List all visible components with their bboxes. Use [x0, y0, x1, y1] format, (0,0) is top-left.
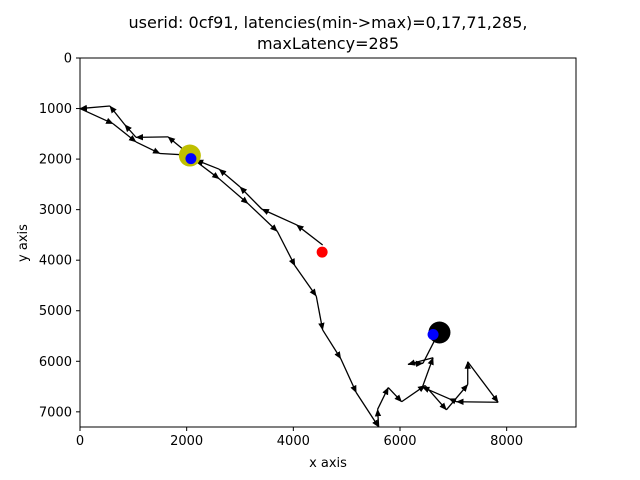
x-tick-label: 0 — [76, 434, 84, 449]
trajectory-segment — [79, 104, 110, 112]
trajectory-segment — [421, 386, 450, 400]
start-marker-small — [185, 153, 197, 165]
trajectory-segment — [135, 134, 169, 141]
trajectory-segment — [387, 387, 403, 403]
trajectory-segment — [407, 360, 424, 367]
trajectory-segment — [445, 384, 469, 411]
x-axis-label: x axis — [309, 456, 347, 471]
red-marker — [316, 246, 328, 258]
end-marker-small — [427, 328, 439, 340]
trajectory-segment — [124, 124, 137, 138]
y-tick-label: 0 — [64, 52, 72, 67]
trajectory-segment — [322, 329, 342, 360]
trajectory-segment — [112, 123, 137, 143]
chart-title-line-2: maxLatency=285 — [257, 34, 399, 53]
trajectory-segment — [276, 231, 296, 267]
y-tick-label: 6000 — [39, 355, 72, 370]
trajectory-segment — [296, 224, 324, 246]
trajectory-segment — [421, 357, 434, 388]
x-tick-label: 4000 — [277, 434, 310, 449]
y-tick-label: 5000 — [39, 304, 72, 319]
trajectory-segment — [315, 295, 325, 331]
x-tick-label: 8000 — [490, 434, 523, 449]
x-tick-label: 6000 — [383, 434, 416, 449]
trajectory-segment — [467, 361, 499, 403]
trajectory-segment — [109, 105, 126, 126]
trajectory-segment — [135, 141, 161, 155]
trajectory-segment — [340, 358, 357, 394]
trajectory-segment — [79, 107, 114, 125]
y-tick-label: 3000 — [39, 203, 72, 218]
trajectory-segment — [195, 159, 220, 170]
y-axis-ticks: 0 1000 2000 3000 4000 5000 6000 7000 — [39, 52, 80, 420]
trajectory-segment — [448, 398, 457, 405]
y-tick-label: 2000 — [39, 153, 72, 168]
trajectory-segment — [239, 186, 263, 210]
trajectory-segment — [355, 392, 380, 428]
trajectory-segment — [401, 385, 426, 403]
y-axis-label: y axis — [16, 224, 31, 262]
y-tick-label: 4000 — [39, 254, 72, 269]
trajectory-segment — [218, 168, 241, 188]
plot-content — [79, 104, 499, 428]
y-tick-label: 1000 — [39, 102, 72, 117]
y-tick-label: 7000 — [39, 405, 72, 420]
axes-frame — [79, 57, 577, 428]
trajectory-segment — [218, 178, 249, 205]
trajectory-segment — [456, 398, 499, 406]
trajectory-segment — [374, 408, 382, 428]
trajectory-segment — [377, 387, 389, 410]
x-axis-ticks: 0 2000 4000 6000 8000 — [76, 427, 523, 449]
x-tick-label: 2000 — [170, 434, 203, 449]
chart-title-line-1: userid: 0cf91, latencies(min->max)=0,17,… — [129, 13, 528, 32]
trajectory-segment — [294, 265, 317, 297]
trajectory-segment — [247, 203, 278, 232]
trajectory-segment — [261, 208, 297, 226]
